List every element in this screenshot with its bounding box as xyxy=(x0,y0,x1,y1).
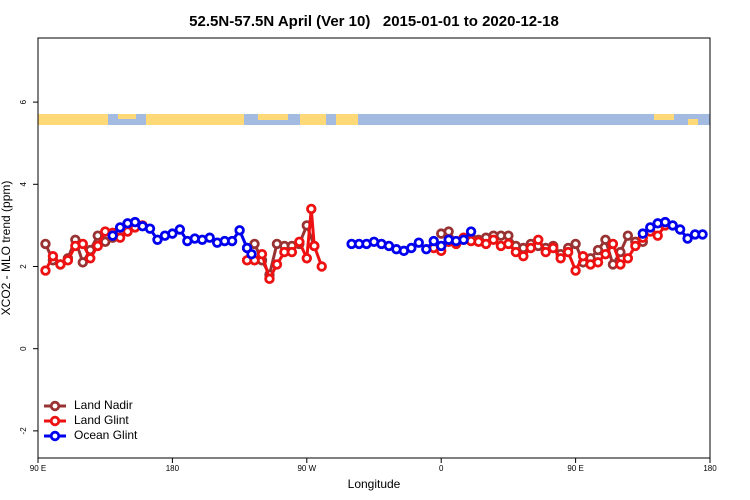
point xyxy=(525,242,536,254)
point xyxy=(40,238,51,250)
point xyxy=(674,224,686,235)
point xyxy=(246,248,257,260)
point xyxy=(622,230,634,241)
point xyxy=(77,257,88,268)
point xyxy=(458,234,469,245)
point xyxy=(503,230,514,241)
x-tick-label: 0 xyxy=(439,464,444,473)
point xyxy=(562,246,574,258)
x-tick-label: 180 xyxy=(703,464,717,473)
point xyxy=(555,253,566,264)
point xyxy=(226,235,238,247)
point xyxy=(286,246,298,258)
point xyxy=(645,222,656,233)
point xyxy=(316,261,327,272)
point xyxy=(144,223,156,234)
point xyxy=(577,251,589,262)
y-tick-label: -2 xyxy=(19,427,28,435)
y-tick-label: 2 xyxy=(19,264,28,269)
point xyxy=(294,236,305,248)
point xyxy=(77,238,88,250)
point xyxy=(540,246,551,258)
legend-marker xyxy=(49,400,61,412)
point xyxy=(443,226,454,237)
point xyxy=(421,244,432,255)
point xyxy=(607,238,619,250)
point xyxy=(167,228,178,239)
point xyxy=(301,253,312,264)
chart-title: 52.5N-57.5N April (Ver 10) 2015-01-01 to… xyxy=(189,13,559,30)
point xyxy=(55,259,66,270)
x-tick-label: 90 E xyxy=(30,464,46,473)
point xyxy=(465,226,477,237)
point xyxy=(47,251,59,262)
point xyxy=(85,253,96,264)
y-tick-label: 6 xyxy=(19,99,28,104)
legend-marker xyxy=(49,430,61,442)
plot-frame xyxy=(37,37,711,459)
point xyxy=(40,265,51,276)
point xyxy=(592,244,604,256)
point xyxy=(570,265,581,276)
x-axis-label: Longitude xyxy=(348,477,401,491)
land-ocean-strip xyxy=(38,114,710,125)
point xyxy=(271,259,283,270)
point xyxy=(600,234,611,245)
point xyxy=(436,240,447,252)
point xyxy=(256,248,268,260)
point xyxy=(406,242,417,254)
x-tick-label: 180 xyxy=(166,464,180,473)
point xyxy=(234,225,245,236)
point xyxy=(533,234,544,245)
point xyxy=(480,238,492,250)
point xyxy=(697,229,708,240)
point xyxy=(622,253,634,264)
x-tick-label: 90 W xyxy=(297,464,316,473)
point xyxy=(129,216,141,228)
point xyxy=(548,242,559,254)
point xyxy=(204,232,215,243)
point xyxy=(592,257,604,268)
point xyxy=(264,273,275,285)
point xyxy=(413,237,424,248)
point xyxy=(630,240,641,252)
x-tick-label: 90 E xyxy=(567,464,583,473)
point xyxy=(570,238,581,250)
point xyxy=(615,259,626,270)
legend-label: Land Nadir xyxy=(74,398,133,412)
point xyxy=(637,228,648,239)
point xyxy=(518,251,529,262)
y-axis-label: XCO2 - MLO trend (ppm) xyxy=(0,181,13,316)
point xyxy=(510,246,522,258)
point xyxy=(682,233,693,244)
legend-marker xyxy=(49,415,61,427)
point xyxy=(62,255,74,266)
point xyxy=(652,230,663,241)
legend-label: Land Glint xyxy=(74,413,129,427)
point xyxy=(309,240,320,252)
point xyxy=(249,238,260,250)
point xyxy=(114,222,126,233)
point xyxy=(92,240,103,252)
y-tick-label: 0 xyxy=(19,346,28,351)
point xyxy=(174,224,186,235)
point xyxy=(428,235,439,247)
point xyxy=(152,234,163,245)
legend-label: Ocean Glint xyxy=(74,428,138,442)
point xyxy=(600,248,611,260)
point xyxy=(306,203,317,215)
y-tick-label: 4 xyxy=(19,182,28,187)
point xyxy=(488,234,499,245)
point xyxy=(667,220,678,231)
point xyxy=(503,238,514,250)
point xyxy=(107,230,118,241)
